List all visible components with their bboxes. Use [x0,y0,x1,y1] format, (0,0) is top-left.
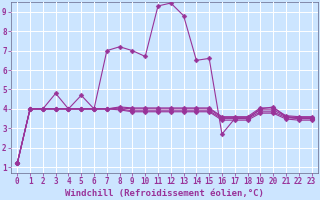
X-axis label: Windchill (Refroidissement éolien,°C): Windchill (Refroidissement éolien,°C) [65,189,264,198]
